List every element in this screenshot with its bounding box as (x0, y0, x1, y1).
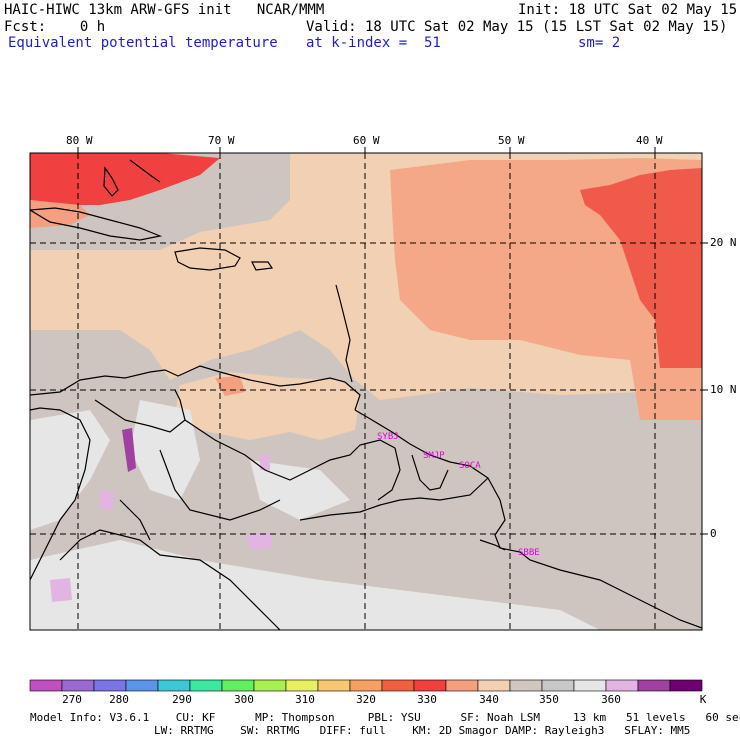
colorbar-swatch (605, 679, 639, 692)
colorbar-swatch (573, 679, 607, 692)
model-info-line1: Model Info: V3.6.1 CU: KF MP: Thompson P… (30, 711, 740, 724)
colorbar-swatch (125, 679, 159, 692)
lon-label-40w: 40 W (636, 134, 663, 147)
field-region-330-east (580, 168, 702, 368)
cbar-label-360: 360 (601, 693, 621, 706)
field-spot-355-b (245, 532, 272, 550)
axis-ticks (77, 147, 708, 535)
model-info-line2: LW: RRTMG SW: RRTMG DIFF: full KM: 2D Sm… (154, 724, 691, 737)
colorbar-swatch (669, 679, 703, 692)
colorbar-swatch (349, 679, 383, 692)
lon-label-70w: 70 W (208, 134, 235, 147)
field-spot-355-c (260, 455, 270, 470)
colorbar-swatch (189, 679, 223, 692)
cbar-label-350: 350 (539, 693, 559, 706)
colorbar-swatch (221, 679, 255, 692)
cbar-label-340: 340 (479, 693, 499, 706)
cbar-label-320: 320 (356, 693, 376, 706)
colorbar-swatch (93, 679, 127, 692)
smoothing-info: sm= 2 (578, 35, 621, 51)
field-region-amazon (30, 540, 600, 630)
forecast-hour: Fcst: 0 h (4, 19, 106, 35)
field-region-orinoco (250, 460, 350, 520)
level-info: at k-index = 51 (306, 35, 441, 51)
cbar-label-300: 300 (234, 693, 254, 706)
lon-label-80w: 80 W (66, 134, 93, 147)
colorbar-swatch (381, 679, 415, 692)
colorbar-swatch (509, 679, 543, 692)
field-spot-355-e (50, 578, 72, 602)
lat-label-20n: 20 N (710, 236, 737, 249)
cbar-unit: K (699, 693, 707, 706)
lon-label-60w: 60 W (353, 134, 380, 147)
colorbar-swatch (541, 679, 575, 692)
colorbar-swatch (253, 679, 287, 692)
lat-lon-grid (30, 153, 702, 630)
station-smjp: SMJP (423, 451, 445, 461)
colorbar-swatch (29, 679, 63, 692)
map-frame (29, 152, 703, 631)
valid-time: Valid: 18 UTC Sat 02 May 15 (15 LST Sat … (306, 19, 728, 35)
station-sbbe: SBBE (518, 548, 540, 558)
field-spot-360-a (122, 428, 136, 472)
field-region-venezuela (175, 372, 360, 440)
station-sybj: SYBJ (377, 432, 399, 442)
field-spot-355-d (100, 490, 115, 510)
cbar-label-290: 290 (172, 693, 192, 706)
cbar-label-310: 310 (295, 693, 315, 706)
colorbar-swatch (445, 679, 479, 692)
cbar-label-270: 270 (62, 693, 82, 706)
colorbar-swatch (285, 679, 319, 692)
field-region-340-west (30, 200, 90, 228)
plot-title: HAIC-HIWC 13km ARW-GFS init NCAR/MMM (4, 2, 325, 18)
cbar-label-280: 280 (109, 693, 129, 706)
lon-label-50w: 50 W (498, 134, 525, 147)
colorbar (29, 679, 703, 692)
colorbar-swatch (157, 679, 191, 692)
field-name: Equivalent potential temperature (8, 35, 278, 51)
coastlines (30, 159, 702, 630)
colorbar-swatch (637, 679, 671, 692)
init-time: Init: 18 UTC Sat 02 May 15 (518, 2, 738, 18)
field-spot-maracaibo (215, 376, 245, 396)
station-soca: SOCA (459, 461, 481, 471)
colorbar-swatch (61, 679, 95, 692)
cbar-label-330: 330 (417, 693, 437, 706)
colorbar-swatch (413, 679, 447, 692)
lat-label-0: 0 (710, 527, 717, 540)
lat-label-10n: 10 N (710, 383, 737, 396)
colorbar-swatch (477, 679, 511, 692)
colorbar-swatch (317, 679, 351, 692)
